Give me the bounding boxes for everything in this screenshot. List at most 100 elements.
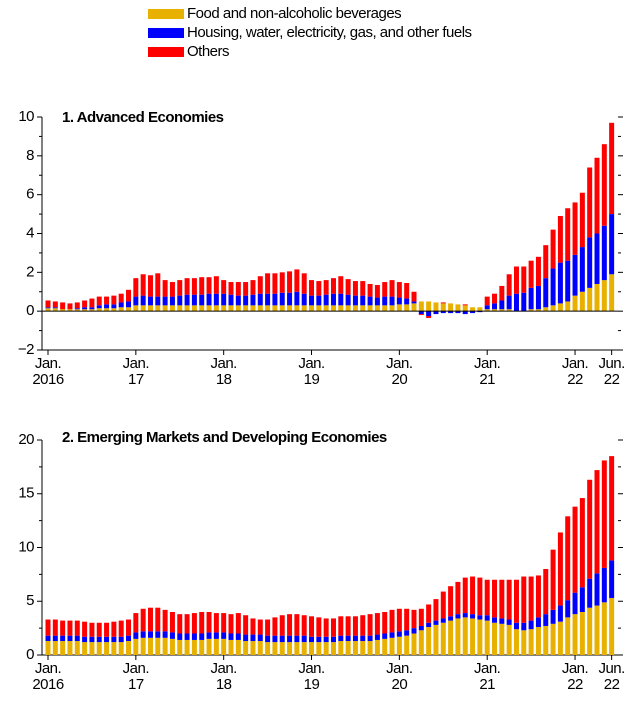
bar-segment <box>382 633 388 639</box>
bar-segment <box>345 294 351 306</box>
bar-segment <box>309 295 315 306</box>
bar-segment <box>330 618 336 637</box>
bar-segment <box>45 300 51 308</box>
bar-segment <box>521 266 527 293</box>
bar-segment <box>550 305 556 312</box>
bar-segment <box>126 635 132 642</box>
bar-segment <box>396 304 402 312</box>
bar-segment <box>521 622 527 631</box>
bar-segment <box>535 627 541 655</box>
bar-segment <box>89 622 95 637</box>
bar-segment <box>206 612 212 633</box>
bar-segment <box>448 586 454 617</box>
bar-segment <box>221 632 227 639</box>
bar-segment <box>338 293 344 306</box>
bar-segment <box>330 305 336 312</box>
bar-segment <box>528 260 534 288</box>
bar-segment <box>499 618 505 624</box>
bar-segment <box>462 577 468 614</box>
x-tick-label: Jun. 22 <box>598 660 625 693</box>
bar-segment <box>433 302 439 312</box>
bar-segment <box>177 614 183 634</box>
bar-segment <box>492 622 498 655</box>
bar-segment <box>199 639 205 655</box>
bar-segment <box>162 609 168 632</box>
bar-segment <box>579 291 585 312</box>
bar-segment <box>104 296 110 305</box>
bar-segment <box>243 282 249 296</box>
bar-segment <box>126 641 132 655</box>
bar-segment <box>404 608 410 631</box>
bar-segment <box>499 579 505 619</box>
bar-segment <box>199 612 205 634</box>
bar-segment <box>89 307 95 310</box>
bar-segment <box>528 576 534 621</box>
bar-segment <box>360 641 366 655</box>
bar-segment <box>470 576 476 615</box>
bar-segment <box>287 642 293 655</box>
bar-segment <box>199 633 205 640</box>
bar-segment <box>484 309 490 312</box>
bar-segment <box>323 280 329 295</box>
bar-segment <box>426 316 432 318</box>
bar-segment <box>104 622 110 637</box>
bar-segment <box>287 635 293 643</box>
bar-segment <box>177 633 183 640</box>
legend-label: Food and non-alcoholic beverages <box>187 5 401 22</box>
bar-segment <box>521 292 527 312</box>
x-tick-label: Jan. 17 <box>122 660 150 693</box>
bar-segment <box>521 576 527 623</box>
bar-segment <box>411 609 417 629</box>
bar-segment <box>206 293 212 306</box>
bar-segment <box>147 305 153 312</box>
bar-segment <box>250 294 256 306</box>
bar-segment <box>579 192 585 248</box>
bar-segment <box>228 294 234 306</box>
bar-segment <box>550 609 556 624</box>
bar-segment <box>191 305 197 312</box>
y-tick-label: 10 <box>18 538 34 555</box>
x-tick-label: Jan. 19 <box>298 355 325 388</box>
bar-segment <box>257 641 263 655</box>
bar-segment <box>557 216 563 263</box>
bar-segment <box>345 641 351 655</box>
bar-segment <box>572 614 578 655</box>
legend-swatch <box>148 28 184 38</box>
bar-segment <box>235 613 241 634</box>
y-tick-label: 15 <box>18 485 34 502</box>
bar-segment <box>74 635 80 642</box>
bar-segment <box>316 636 322 643</box>
bar-segment <box>433 311 439 315</box>
bar-segment <box>594 470 600 574</box>
bar-segment <box>169 305 175 312</box>
bar-segment <box>191 278 197 295</box>
bar-segment <box>557 605 563 622</box>
bar-segment <box>572 254 578 296</box>
bar-segment <box>162 631 168 638</box>
bar-segment <box>206 277 212 294</box>
bar-segment <box>243 295 249 306</box>
bar-segment <box>455 618 461 655</box>
bar-segment <box>74 308 80 310</box>
bar-segment <box>140 608 146 632</box>
bar-segment <box>352 295 358 306</box>
bar-segment <box>513 293 519 312</box>
bar-segment <box>52 308 58 312</box>
bar-segment <box>433 624 439 655</box>
bar-segment <box>206 305 212 312</box>
bar-segment <box>426 604 432 623</box>
bar-segment <box>557 303 563 312</box>
bar-segment <box>418 311 424 315</box>
bar-segment <box>111 308 117 312</box>
bar-segment <box>367 296 373 306</box>
bar-segment <box>309 280 315 296</box>
bar-segment <box>330 278 336 294</box>
bar-segment <box>45 641 51 655</box>
bar-segment <box>594 233 600 284</box>
bar-segment <box>572 506 578 593</box>
bar-segment <box>140 305 146 312</box>
bar-segment <box>484 620 490 655</box>
bar-segment <box>411 633 417 655</box>
bar-segment <box>601 460 607 568</box>
bar-segment <box>82 309 88 312</box>
